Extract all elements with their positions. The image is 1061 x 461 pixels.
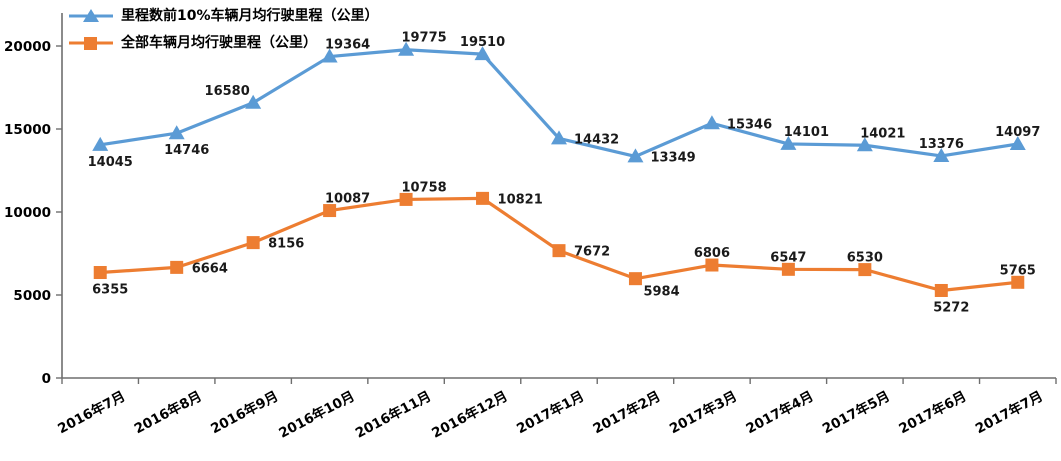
data-label: 14045 bbox=[88, 155, 133, 170]
marker-square bbox=[552, 244, 566, 258]
legend: 里程数前10%车辆月均行驶里程（公里） 全部车辆月均行驶里程（公里） bbox=[68, 5, 379, 52]
data-label: 5984 bbox=[643, 285, 679, 300]
data-label: 19775 bbox=[401, 31, 446, 46]
data-label: 6530 bbox=[847, 251, 883, 266]
legend-label-top10: 里程数前10%车辆月均行驶里程（公里） bbox=[121, 8, 379, 24]
data-label: 14432 bbox=[574, 132, 619, 147]
data-label: 14097 bbox=[995, 125, 1040, 140]
data-label: 15346 bbox=[727, 117, 772, 132]
legend-label-all: 全部车辆月均行驶里程（公里） bbox=[121, 35, 317, 51]
x-tick-label: 2016年7月 bbox=[55, 388, 128, 438]
marker-triangle bbox=[474, 46, 491, 61]
legend-marker-triangle-icon bbox=[69, 8, 113, 22]
data-label: 14746 bbox=[164, 143, 209, 158]
x-tick-label: 2016年10月 bbox=[276, 388, 358, 442]
marker-square bbox=[476, 191, 490, 205]
data-label: 14101 bbox=[784, 125, 829, 140]
marker-triangle bbox=[92, 136, 109, 151]
x-tick-label: 2017年6月 bbox=[896, 388, 969, 438]
data-label: 13349 bbox=[650, 150, 695, 165]
data-label: 7672 bbox=[574, 245, 610, 260]
data-label: 5272 bbox=[933, 300, 969, 315]
marker-triangle bbox=[856, 137, 873, 152]
marker-triangle bbox=[245, 94, 262, 109]
marker-triangle bbox=[168, 125, 185, 140]
data-label: 6547 bbox=[770, 250, 806, 265]
y-tick-label: 5000 bbox=[13, 288, 51, 304]
x-tick-label: 2017年2月 bbox=[590, 388, 663, 438]
data-label: 19510 bbox=[460, 35, 505, 50]
x-tick-label: 2017年5月 bbox=[819, 388, 892, 438]
marker-square bbox=[705, 258, 719, 272]
marker-square bbox=[170, 260, 184, 274]
data-label: 5765 bbox=[1000, 263, 1036, 278]
marker-square bbox=[628, 272, 642, 286]
marker-square bbox=[1011, 275, 1025, 289]
data-label: 6806 bbox=[694, 246, 730, 261]
marker-square bbox=[781, 262, 795, 276]
marker-triangle bbox=[933, 147, 950, 162]
legend-marker-square-icon bbox=[69, 36, 113, 50]
data-label: 6355 bbox=[92, 283, 128, 298]
data-label: 14021 bbox=[860, 126, 905, 141]
x-tick-label: 2016年11月 bbox=[352, 388, 434, 442]
marker-square bbox=[246, 236, 260, 250]
marker-square bbox=[934, 283, 948, 297]
marker-square bbox=[93, 266, 107, 280]
x-tick-label: 2017年3月 bbox=[667, 388, 740, 438]
y-tick-label: 0 bbox=[42, 371, 51, 387]
data-label: 10758 bbox=[401, 180, 446, 195]
x-tick-label: 2016年12月 bbox=[429, 388, 511, 442]
data-label: 13376 bbox=[919, 137, 964, 152]
data-label: 16580 bbox=[205, 84, 250, 99]
x-tick-label: 2017年7月 bbox=[972, 388, 1045, 438]
x-tick-label: 2016年9月 bbox=[208, 388, 281, 438]
marker-triangle bbox=[321, 48, 338, 63]
marker-triangle bbox=[627, 148, 644, 163]
y-tick-label: 10000 bbox=[4, 205, 51, 221]
marker-triangle bbox=[703, 115, 720, 130]
marker-triangle bbox=[780, 135, 797, 150]
marker-square bbox=[323, 204, 337, 218]
x-tick-label: 2016年8月 bbox=[131, 388, 204, 438]
marker-triangle bbox=[398, 41, 415, 56]
marker-triangle bbox=[1009, 135, 1026, 150]
data-label: 19364 bbox=[325, 38, 370, 53]
data-label: 10087 bbox=[325, 192, 370, 207]
x-tick-label: 2017年4月 bbox=[743, 388, 816, 438]
x-tick-label: 2017年1月 bbox=[514, 388, 587, 438]
legend-item-top10: 里程数前10%车辆月均行驶里程（公里） bbox=[68, 5, 379, 25]
y-tick-label: 15000 bbox=[4, 122, 51, 138]
data-label: 6664 bbox=[192, 261, 228, 276]
y-tick-label: 20000 bbox=[4, 39, 51, 55]
marker-square bbox=[399, 192, 413, 206]
data-label: 10821 bbox=[498, 192, 543, 207]
data-label: 8156 bbox=[268, 237, 304, 252]
marker-square bbox=[858, 263, 872, 277]
marker-triangle bbox=[551, 130, 567, 145]
legend-item-all: 全部车辆月均行驶里程（公里） bbox=[68, 32, 379, 52]
